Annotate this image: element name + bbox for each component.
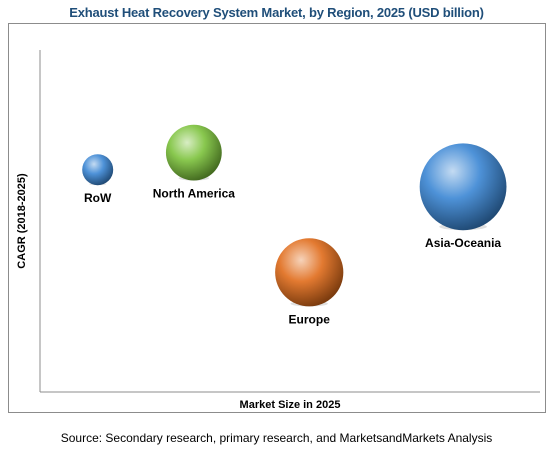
chart-title: Exhaust Heat Recovery System Market, by …	[69, 5, 484, 20]
bubble-label-row: RoW	[84, 191, 112, 205]
bubble-label-europe: Europe	[289, 312, 331, 326]
chart-frame	[8, 23, 546, 413]
x-axis-label: Market Size in 2025	[240, 399, 341, 411]
bubble-europe	[275, 238, 344, 307]
y-axis-label: CAGR (2018-2025)	[16, 173, 28, 269]
source-note: Source: Secondary research, primary rese…	[60, 431, 493, 445]
bubble-label-asia-oceania: Asia-Oceania	[425, 236, 501, 250]
bubble-asia-oceania	[419, 143, 507, 231]
bubble-label-north-america: North America	[153, 187, 236, 201]
bubble-north-america	[165, 124, 222, 181]
bubble-row	[82, 154, 114, 186]
